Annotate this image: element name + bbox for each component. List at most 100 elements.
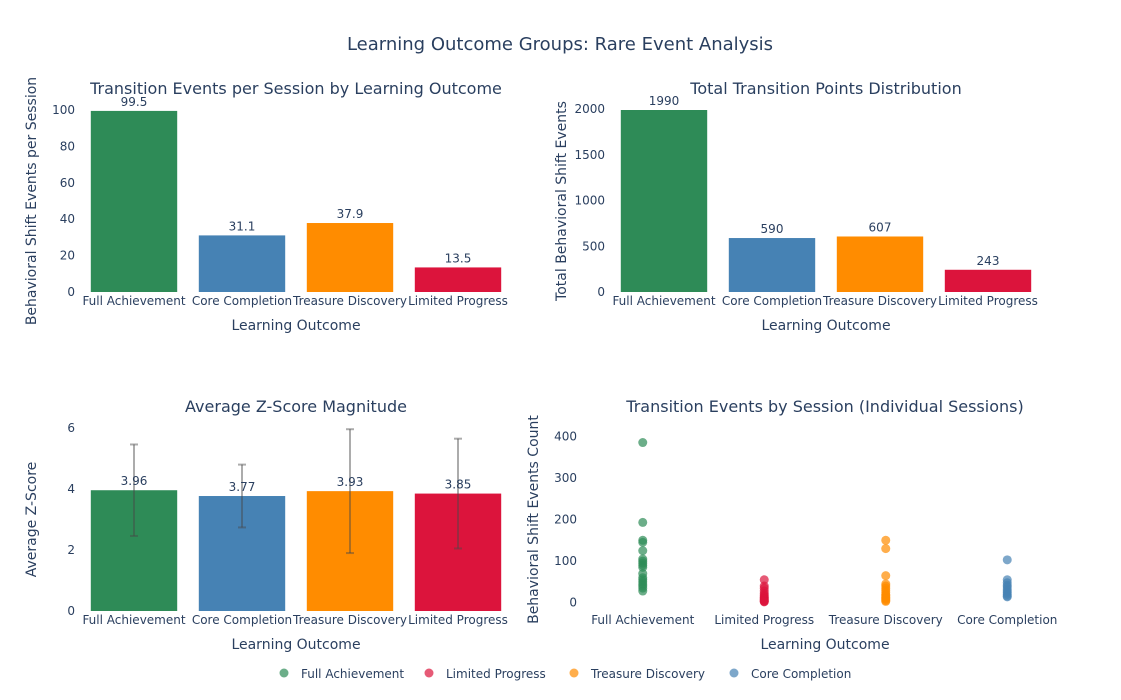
y-tick-label: 1000 [574,194,605,208]
scatter-point [759,597,769,607]
legend-item[interactable]: Treasure Discovery [569,667,705,681]
subplot-1: Transition Events per Session by Learnin… [24,77,508,334]
legend-label: Limited Progress [446,667,546,681]
y-tick-label: 100 [52,103,75,117]
error-bar [346,428,354,555]
y-tick-label: 0 [67,604,75,618]
x-tick-label: Core Completion [957,613,1057,627]
bar [414,493,502,611]
y-axis-title: Behavioral Shift Events Count [526,415,542,624]
scatter-point [1002,592,1012,602]
bar [198,235,286,292]
error-bar [130,443,138,537]
y-tick-label: 400 [554,429,577,443]
legend-marker [569,668,579,678]
y-tick-label: 300 [554,471,577,485]
y-tick-label: 60 [60,176,75,190]
subplot-title: Average Z-Score Magnitude [185,397,407,416]
y-axis-title: Total Behavioral Shift Events [554,101,570,302]
bar-value-label: 99.5 [121,95,148,109]
subplot-title: Total Transition Points Distribution [689,79,961,98]
x-tick-label: Limited Progress [408,613,508,627]
bar-value-label: 1990 [649,94,680,108]
x-axis-title: Learning Outcome [231,637,360,653]
legend: Full Achievement Limited Progress Treasure… [279,667,852,681]
legend-item[interactable]: Limited Progress [424,667,546,681]
x-tick-label: Full Achievement [82,294,185,308]
y-axis-title: Average Z-Score [24,462,40,578]
scatter-point [881,571,891,581]
bar [306,491,394,611]
subplot-3: Average Z-Score Magnitude Learning Outcom… [24,397,508,653]
subplot-title: Transition Events by Session (Individual… [625,397,1023,416]
legend-item[interactable]: Core Completion [729,667,852,681]
y-axis-title: Behavioral Shift Events per Session [24,77,40,325]
x-tick-label: Full Achievement [591,613,694,627]
scatter-point [759,575,769,585]
bar-value-label: 31.1 [229,219,256,233]
bar [728,238,816,292]
y-tick-label: 80 [60,139,75,153]
bar-value-label: 3.77 [229,480,256,494]
scatter-point [638,517,648,527]
bar [90,490,178,611]
x-tick-label: Full Achievement [82,613,185,627]
scatter-point [881,535,891,545]
bar [198,496,286,611]
bar [620,110,708,292]
x-axis-title: Learning Outcome [760,637,889,653]
bar-value-label: 590 [761,222,784,236]
scatter-point [638,537,648,547]
bar-value-label: 13.5 [445,251,472,265]
bar-value-label: 3.96 [121,474,148,488]
y-tick-label: 1500 [574,148,605,162]
x-axis-title: Learning Outcome [761,318,890,334]
x-tick-label: Limited Progress [938,294,1038,308]
x-tick-label: Treasure Discovery [292,294,407,308]
y-tick-label: 40 [60,212,75,226]
scatter-point [881,596,891,606]
bar [944,269,1032,292]
bar-value-label: 3.93 [337,475,364,489]
x-axis-title: Learning Outcome [231,318,360,334]
chart-main-title: Learning Outcome Groups: Rare Event Anal… [347,34,773,55]
legend-label: Core Completion [751,667,851,681]
y-tick-label: 0 [569,596,577,610]
scatter-point [638,562,648,572]
y-tick-label: 200 [554,513,577,527]
y-tick-label: 2 [67,543,75,557]
legend-label: Full Achievement [301,667,404,681]
scatter-point [638,438,648,448]
subplot-2: Total Transition Points Distribution Lear… [554,79,1038,334]
bar [414,267,502,292]
x-tick-label: Core Completion [192,294,292,308]
y-tick-label: 0 [597,285,605,299]
legend-marker [279,668,289,678]
y-tick-label: 2000 [574,102,605,116]
bar [836,236,924,292]
legend-item[interactable]: Full Achievement [279,667,405,681]
bar-value-label: 37.9 [337,207,364,221]
subplot-4: Transition Events by Session (Individual… [526,397,1057,653]
y-tick-label: 100 [554,554,577,568]
bar-value-label: 607 [869,220,892,234]
y-tick-label: 4 [67,482,75,496]
x-tick-label: Treasure Discovery [822,294,937,308]
legend-marker [729,668,739,678]
scatter-point [638,546,648,556]
y-tick-label: 20 [60,249,75,263]
error-bar [454,437,462,550]
bar [306,223,394,292]
y-tick-label: 500 [582,239,605,253]
x-tick-label: Full Achievement [612,294,715,308]
x-tick-label: Treasure Discovery [828,613,943,627]
subplot-title: Transition Events per Session by Learnin… [89,79,502,98]
x-tick-label: Core Completion [192,613,292,627]
x-tick-label: Treasure Discovery [292,613,407,627]
scatter-point [1002,555,1012,565]
x-tick-label: Limited Progress [408,294,508,308]
legend-marker [424,668,434,678]
x-tick-label: Core Completion [722,294,822,308]
y-tick-label: 0 [67,285,75,299]
